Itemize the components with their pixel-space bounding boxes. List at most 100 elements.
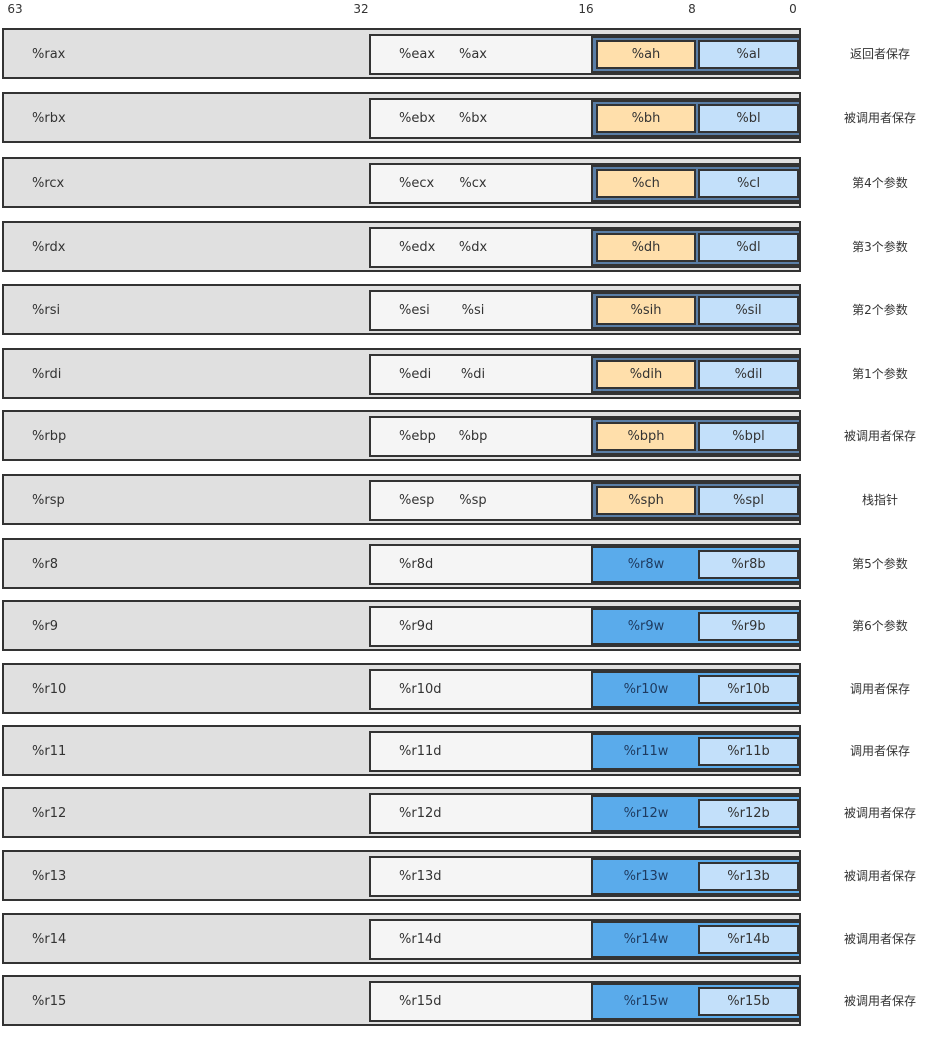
register-32bit-label: %r14d: [399, 932, 442, 947]
register-role-label: 被调用者保存: [843, 869, 916, 883]
register-64bit-label: %r15: [32, 994, 67, 1009]
register-row: %r9 %r9d %r9w %r9b 第6个参数: [2, 600, 938, 653]
register-32bit-label: %r12d: [399, 806, 442, 821]
register-16bit-box: %dh %dl: [591, 229, 801, 266]
register-16bit-box: %dih %dil: [591, 356, 801, 393]
register-32bit-label: %edi: [399, 367, 432, 382]
register-role-label: 调用者保存: [849, 744, 910, 758]
register-16bit-label: %sp: [459, 493, 487, 508]
register-role-label: 返回者保存: [849, 47, 910, 61]
register-high8-box: %bh: [596, 104, 696, 133]
register-low8-box: %al: [698, 40, 799, 69]
register-role-label: 调用者保存: [849, 682, 910, 696]
register-low8-box: %r11b: [698, 737, 799, 766]
register-high8-box: %sph: [596, 486, 696, 515]
register-16bit-box: %r11w %r11b: [591, 733, 801, 770]
register-16bit-label: %bp: [458, 429, 488, 444]
register-low8-box: %dil: [698, 360, 799, 389]
register-16bit-box: %r9w %r9b: [591, 608, 801, 645]
register-16bit-box: %r14w %r14b: [591, 921, 801, 958]
register-low8-box: %bl: [698, 104, 799, 133]
register-64bit-label: %rsp: [32, 493, 65, 508]
register-32bit-label: %r15d: [399, 994, 442, 1009]
register-16bit-label: %si: [461, 303, 485, 318]
register-row: %rcx %ecx %cx %ch %cl 第4个参数: [2, 157, 938, 210]
register-64bit-label: %r8: [32, 557, 58, 572]
register-16bit-box: %r10w %r10b: [591, 671, 801, 708]
register-64bit-label: %rdi: [32, 367, 62, 382]
register-low8-box: %r15b: [698, 987, 799, 1016]
register-16bit-label: %r10w: [623, 682, 669, 697]
register-64bit-label: %r14: [32, 932, 67, 947]
register-row: %rbx %ebx %bx %bh %bl 被调用者保存: [2, 92, 938, 145]
register-32bit-label: %r8d: [399, 557, 434, 572]
register-row: %r8 %r8d %r8w %r8b 第5个参数: [2, 538, 938, 591]
register-32bit-label: %r13d: [399, 869, 442, 884]
register-16bit-box: %bph %bpl: [591, 418, 801, 455]
register-role-label: 第6个参数: [852, 619, 908, 633]
register-32bit-label: %r10d: [399, 682, 442, 697]
register-row: %rax %eax %ax %ah %al 返回者保存: [2, 28, 938, 81]
register-row: %r10 %r10d %r10w %r10b 调用者保存: [2, 663, 938, 716]
register-32bit-label: %ebx: [399, 111, 436, 126]
register-role-label: 第3个参数: [852, 240, 908, 254]
register-32bit-label: %ecx: [399, 176, 435, 191]
register-16bit-label: %dx: [458, 240, 488, 255]
register-row: %rsp %esp %sp %sph %spl 栈指针: [2, 474, 938, 527]
register-16bit-label: %di: [460, 367, 486, 382]
register-row: %r13 %r13d %r13w %r13b 被调用者保存: [2, 850, 938, 903]
register-low8-box: %cl: [698, 169, 799, 198]
register-low8-box: %r8b: [698, 550, 799, 579]
register-64bit-label: %rcx: [32, 176, 65, 191]
register-low8-box: %r13b: [698, 862, 799, 891]
register-64bit-label: %rbx: [32, 111, 66, 126]
register-role-label: 第5个参数: [852, 557, 908, 571]
register-16bit-box: %ah %al: [591, 36, 801, 73]
register-16bit-label: %r13w: [623, 869, 669, 884]
register-role-label: 被调用者保存: [843, 994, 916, 1008]
register-16bit-label: %r11w: [623, 744, 669, 759]
register-low8-box: %dl: [698, 233, 799, 262]
register-low8-box: %r12b: [698, 799, 799, 828]
register-16bit-label: %r15w: [623, 994, 669, 1009]
register-16bit-box: %sih %sil: [591, 292, 801, 329]
register-row: %rdi %edi %di %dih %dil 第1个参数: [2, 348, 938, 401]
register-low8-box: %r14b: [698, 925, 799, 954]
register-row: %r14 %r14d %r14w %r14b 被调用者保存: [2, 913, 938, 966]
register-16bit-label: %r12w: [623, 806, 669, 821]
register-16bit-box: %bh %bl: [591, 100, 801, 137]
register-16bit-box: %ch %cl: [591, 165, 801, 202]
register-low8-box: %spl: [698, 486, 799, 515]
register-role-label: 被调用者保存: [843, 111, 916, 125]
register-32bit-label: %edx: [399, 240, 436, 255]
register-16bit-label: %r9w: [627, 619, 665, 634]
register-low8-box: %r10b: [698, 675, 799, 704]
register-high8-box: %bph: [596, 422, 696, 451]
register-16bit-box: %r15w %r15b: [591, 983, 801, 1020]
register-high8-box: %sih: [596, 296, 696, 325]
bit-label-16: 16: [578, 2, 594, 16]
register-64bit-label: %rax: [32, 47, 66, 62]
register-role-label: 第4个参数: [852, 176, 908, 190]
register-16bit-label: %bx: [458, 111, 488, 126]
register-row: %rdx %edx %dx %dh %dl 第3个参数: [2, 221, 938, 274]
register-low8-box: %bpl: [698, 422, 799, 451]
register-64bit-label: %r10: [32, 682, 67, 697]
register-32bit-label: %ebp: [399, 429, 436, 444]
bit-position-header: 63 32 16 8 0: [0, 0, 938, 20]
register-32bit-label: %esi: [399, 303, 430, 318]
register-role-label: 被调用者保存: [843, 932, 916, 946]
register-32bit-label: %eax: [399, 47, 436, 62]
bit-label-0: 0: [789, 2, 797, 16]
register-16bit-label: %r8w: [627, 557, 665, 572]
register-row: %r15 %r15d %r15w %r15b 被调用者保存: [2, 975, 938, 1028]
register-row: %rsi %esi %si %sih %sil 第2个参数: [2, 284, 938, 337]
register-16bit-label: %cx: [459, 176, 487, 191]
bit-label-8: 8: [688, 2, 696, 16]
register-16bit-box: %sph %spl: [591, 482, 801, 519]
bit-label-32: 32: [353, 2, 369, 16]
register-high8-box: %dih: [596, 360, 696, 389]
register-64bit-label: %r12: [32, 806, 67, 821]
register-high8-box: %dh: [596, 233, 696, 262]
register-16bit-label: %r14w: [623, 932, 669, 947]
